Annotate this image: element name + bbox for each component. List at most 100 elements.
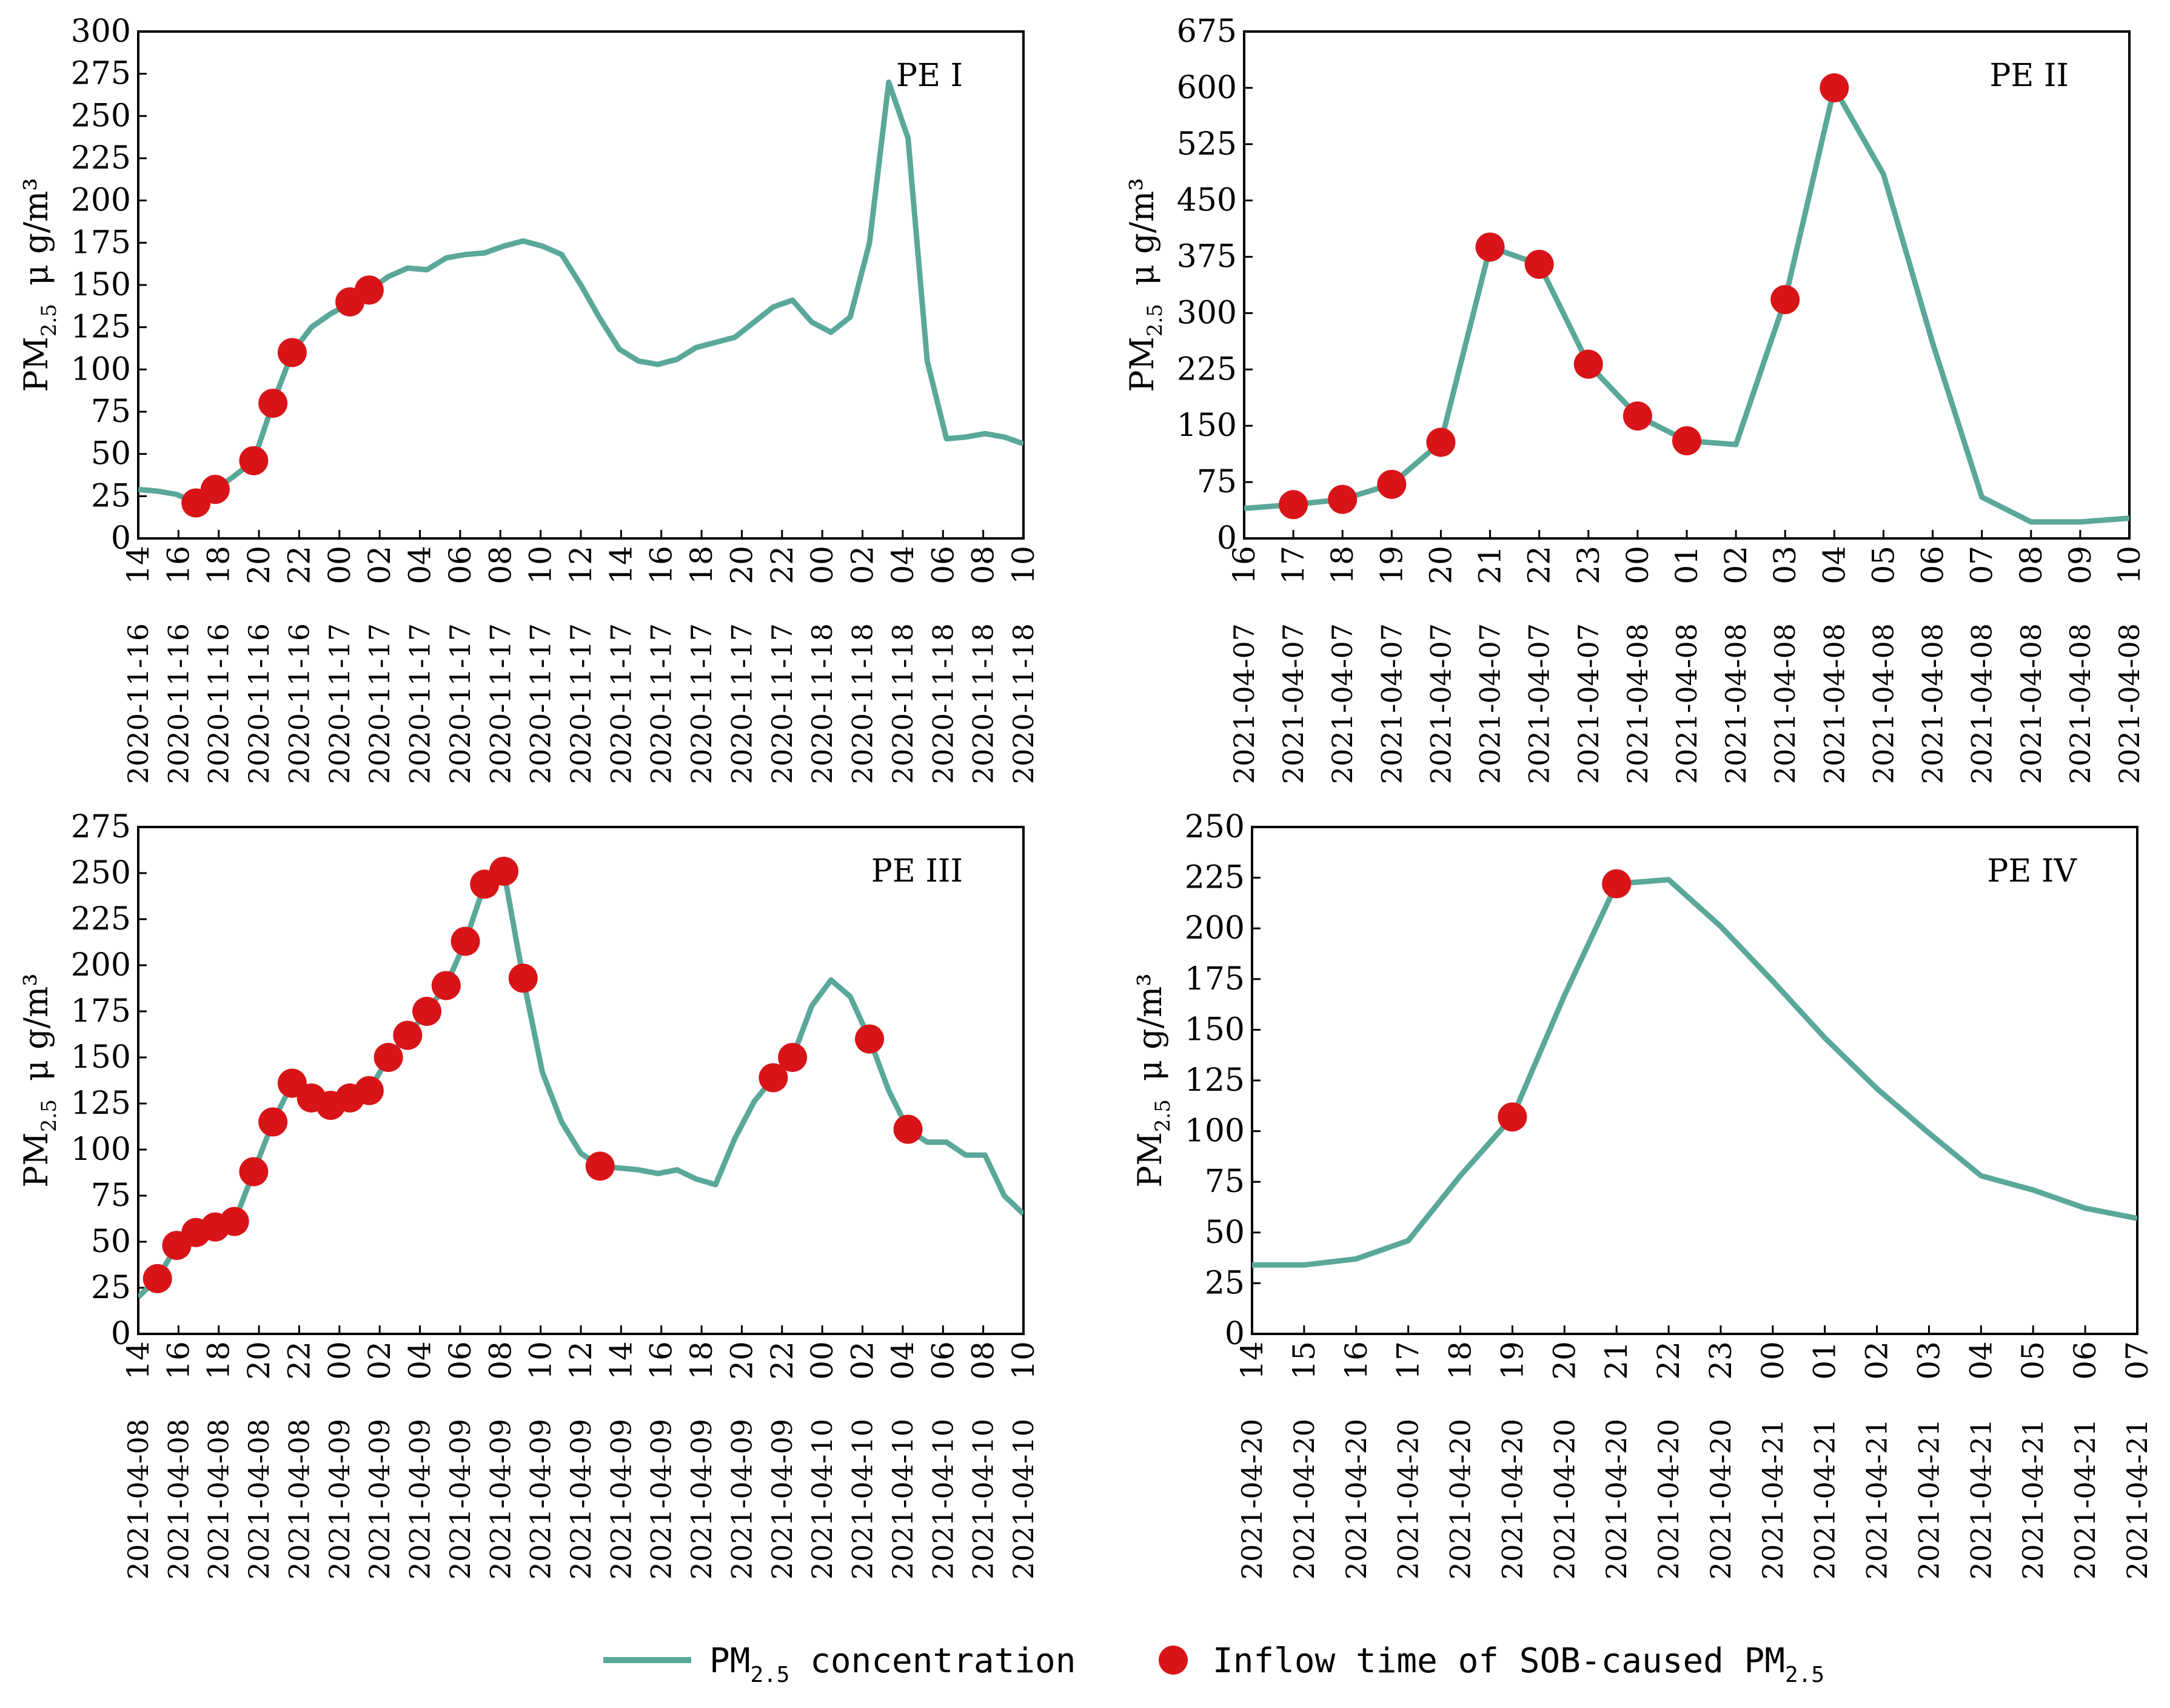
x-tick-label: 20 <box>724 546 759 584</box>
inflow-marker <box>431 971 461 1000</box>
inflow-marker <box>758 1063 788 1093</box>
inflow-marker <box>1524 249 1554 279</box>
x-date-label: 2021-04-08 <box>2113 623 2146 784</box>
x-tick-label: 05 <box>2015 1341 2051 1380</box>
x-tick-label: 02 <box>845 1341 880 1380</box>
x-date-label: 2020-11-17 <box>363 623 396 784</box>
x-date-label: 2021-04-10 <box>806 1419 839 1579</box>
inflow-marker <box>1622 401 1652 431</box>
x-date-label: 2020-11-17 <box>323 623 356 784</box>
x-tick-label: 06 <box>2068 1341 2103 1380</box>
x-tick-label: 16 <box>644 1341 679 1380</box>
x-date-label: 2021-04-08 <box>162 1419 195 1579</box>
plot-frame <box>1243 30 2131 540</box>
series-line-pm25 <box>138 79 1023 506</box>
x-tick-label: 00 <box>1620 546 1655 584</box>
x-date-label: 2021-04-20 <box>1600 1419 1633 1579</box>
inflow-marker <box>1770 285 1800 315</box>
x-tick-label: 18 <box>1325 546 1360 584</box>
y-tick-label: 75 <box>91 394 131 430</box>
series-line-pm25 <box>1244 85 2129 525</box>
x-date-label: 2021-04-21 <box>2121 1419 2154 1579</box>
x-tick-label: 10 <box>523 1341 558 1380</box>
x-date-label: 2021-04-21 <box>1756 1419 1789 1579</box>
x-date-label: 2021-04-09 <box>564 1419 597 1579</box>
inflow-marker <box>489 856 519 886</box>
x-date-label: 2021-04-20 <box>1340 1419 1373 1579</box>
x-tick-label: 18 <box>684 1341 719 1380</box>
x-tick-label: 14 <box>121 1341 156 1380</box>
y-tick-label: 175 <box>1185 961 1245 997</box>
x-tick-label: 14 <box>603 546 638 584</box>
y-tick-label: 375 <box>1177 239 1237 275</box>
x-tick-label: 09 <box>2063 546 2098 584</box>
x-tick-label: 12 <box>563 546 598 584</box>
x-date-label: 2020-11-18 <box>1007 623 1040 784</box>
y-tick-label: 300 <box>71 13 131 50</box>
y-tick-label: 150 <box>1185 1011 1245 1048</box>
chart-panel-1: 0255075100125150175200225250275300142020… <box>17 13 1041 784</box>
x-tick-label: 19 <box>1495 1341 1530 1380</box>
x-tick-label: 15 <box>1287 1341 1322 1380</box>
x-date-label: 2020-11-17 <box>564 623 597 784</box>
x-tick-label: 04 <box>1817 546 1852 584</box>
y-tick-label: 100 <box>71 351 131 387</box>
inflow-marker <box>142 1264 172 1293</box>
x-date-label: 2021-04-07 <box>1572 623 1605 784</box>
x-date-label: 2020-11-17 <box>685 623 718 784</box>
x-date-label: 2021-04-09 <box>524 1419 557 1579</box>
inflow-marker <box>412 997 442 1026</box>
inflow-marker <box>1672 426 1701 455</box>
chart-panel-3: 0 25 50 75 100 125 150 175 200 225 250 275 14 2021-04… <box>17 809 1041 1579</box>
x-tick-label: 08 <box>483 1341 518 1380</box>
x-tick-label: 16 <box>644 546 679 584</box>
x-date-label: 2020-11-17 <box>725 623 758 784</box>
x-tick-label: 06 <box>925 1341 960 1380</box>
y-tick-label: 25 <box>1205 1265 1245 1301</box>
x-tick-label: 06 <box>443 546 478 584</box>
y-tick-label: 250 <box>71 98 131 134</box>
y-tick-label: 125 <box>71 1085 131 1122</box>
x-date-label: 2021-04-07 <box>1277 623 1310 784</box>
inflow-marker <box>1498 1102 1527 1132</box>
x-tick-label: 16 <box>161 546 196 584</box>
x-tick-label: 08 <box>2014 546 2049 584</box>
y-tick-label: 600 <box>1177 70 1237 106</box>
x-tick-label: 23 <box>1571 546 1606 584</box>
x-tick-label: 22 <box>281 546 316 584</box>
y-tick-label: 225 <box>1177 351 1237 387</box>
inflow-marker <box>393 1020 423 1050</box>
x-tick-label: 17 <box>1276 546 1311 584</box>
x-tick-label: 08 <box>483 546 518 584</box>
x-date-label: 2020-11-17 <box>444 623 477 784</box>
x-date-label: 2021-04-08 <box>2015 623 2048 784</box>
x-tick-label: 02 <box>845 546 880 584</box>
x-date-label: 2020-11-17 <box>604 623 637 784</box>
inflow-marker <box>219 1207 249 1236</box>
x-date-label: 2021-04-21 <box>1964 1419 1997 1579</box>
y-tick-label: 0 <box>1217 520 1237 557</box>
inflow-marker <box>1377 469 1407 499</box>
y-tick-label: 175 <box>71 224 131 261</box>
x-date-label: 2021-04-08 <box>2064 623 2097 784</box>
x-tick-label: 16 <box>1339 1341 1374 1380</box>
x-date-label: 2020-11-18 <box>926 623 959 784</box>
x-tick-label: 19 <box>1374 546 1409 584</box>
y-axis-label: PM2.5μ g/m³ <box>17 178 61 392</box>
inflow-marker <box>258 1107 288 1137</box>
x-date-label: 2021-04-07 <box>1424 623 1457 784</box>
x-date-label: 2020-11-16 <box>283 623 315 784</box>
y-tick-label: 675 <box>1177 13 1237 50</box>
y-tick-label: 200 <box>71 183 131 219</box>
x-tick-label: 20 <box>1423 546 1458 584</box>
x-date-label: 2020-11-16 <box>243 623 275 784</box>
x-tick-label: 23 <box>1703 1341 1738 1380</box>
x-date-label: 2021-04-08 <box>1621 623 1654 784</box>
inflow-marker <box>1602 869 1632 899</box>
y-tick-label: 125 <box>1185 1062 1245 1099</box>
y-tick-label: 25 <box>91 1270 131 1306</box>
legend-line-label: PM2.5 concentration <box>709 1641 1076 1687</box>
y-tick-label: 150 <box>71 267 131 303</box>
x-tick-label: 00 <box>322 546 357 584</box>
